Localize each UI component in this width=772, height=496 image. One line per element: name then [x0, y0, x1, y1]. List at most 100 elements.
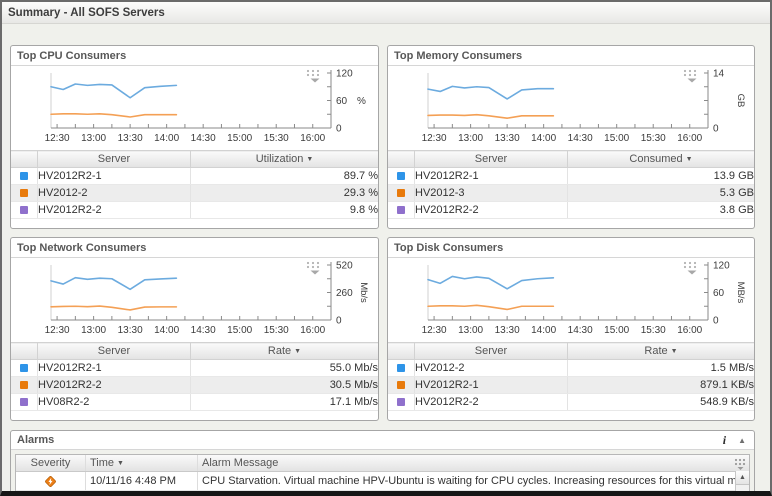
table-row[interactable]: HV08R2-2 17.1 Mb/s: [11, 393, 378, 411]
table-row[interactable]: HV2012R2-2 9.8 %: [11, 201, 378, 219]
dashboard-content: Top CPU Consumers 12:30 13:00 13:30 14:00 14…: [2, 24, 770, 496]
column-header-server[interactable]: Server: [414, 150, 568, 168]
alarm-row[interactable]: 10/11/16 4:48 PM CPU Starvation. Virtual …: [16, 472, 749, 491]
page-title: Summary - All SOFS Servers: [8, 6, 165, 19]
consumer-table: Server Consumed ▼ HV2012R2-1 13.9 GB HV2012…: [388, 150, 754, 219]
metric-value: 5.3 GB: [567, 184, 754, 202]
consumer-table-header: Server Consumed ▼: [388, 150, 754, 168]
consumer-panel: Top Network Consumers 12:30 13:00 13:30 14:…: [10, 237, 379, 421]
svg-text:13:30: 13:30: [495, 325, 520, 336]
series-swatch-icon: [397, 206, 405, 215]
warning-diamond-icon: [45, 475, 56, 487]
svg-text:14:30: 14:30: [568, 133, 593, 144]
consumer-table: Server Utilization ▼ HV2012R2-1 89.7 % HV20…: [11, 150, 378, 219]
table-row[interactable]: HV2012R2-2 3.8 GB: [388, 201, 754, 219]
alarms-table: Severity Time ▼ Alarm Message 10/11/16 4…: [15, 454, 750, 496]
series-swatch-icon: [20, 364, 28, 373]
table-row[interactable]: HV2012R2-1 89.7 %: [11, 167, 378, 185]
server-name[interactable]: HV2012R2-2: [37, 376, 191, 394]
column-header-value[interactable]: Rate ▼: [190, 342, 378, 360]
consumer-table: Server Rate ▼ HV2012-2 1.5 MB/s HV2012R2-1 8…: [388, 342, 754, 411]
server-name[interactable]: HV2012R2-1: [414, 376, 568, 394]
column-header-alarm-message[interactable]: Alarm Message: [202, 457, 279, 469]
metric-line-chart[interactable]: 12:30 13:00 13:30 14:00 14:30 15:00 15:30 16:00…: [11, 260, 374, 340]
alarm-message[interactable]: Network IO deviation from baseline. Virt…: [198, 491, 749, 496]
svg-text:Mb/s: Mb/s: [358, 282, 369, 303]
svg-text:0: 0: [336, 316, 342, 327]
svg-text:0: 0: [336, 124, 342, 135]
column-header-time[interactable]: Time ▼: [86, 455, 198, 471]
server-name[interactable]: HV2012-3: [414, 184, 568, 202]
svg-text:14:30: 14:30: [191, 133, 216, 144]
server-name[interactable]: HV2012R2-2: [37, 201, 191, 219]
column-header-value[interactable]: Utilization ▼: [190, 150, 378, 168]
svg-text:16:00: 16:00: [677, 325, 702, 336]
svg-text:13:00: 13:00: [458, 325, 483, 336]
metric-line-chart[interactable]: 12:30 13:00 13:30 14:00 14:30 15:00 15:30 16:00…: [11, 68, 374, 148]
column-header-value[interactable]: Consumed ▼: [567, 150, 754, 168]
column-header-server[interactable]: Server: [37, 150, 191, 168]
column-header-severity[interactable]: Severity: [16, 455, 86, 471]
alarms-body: Severity Time ▼ Alarm Message 10/11/16 4…: [11, 450, 754, 496]
server-name[interactable]: HV2012R2-1: [37, 167, 191, 185]
server-name[interactable]: HV2012R2-1: [414, 167, 568, 185]
scroll-up-icon[interactable]: ▲: [736, 471, 749, 485]
alarms-panel: Alarms i ▲ Severity Time ▼ Alarm Message…: [10, 430, 755, 496]
column-header-value[interactable]: Rate ▼: [567, 342, 754, 360]
panel-title: Top Network Consumers: [17, 241, 147, 254]
consumer-panels-grid: Top CPU Consumers 12:30 13:00 13:30 14:00 14…: [10, 45, 770, 421]
server-name[interactable]: HV2012R2-1: [37, 359, 191, 377]
alarms-scrollbar[interactable]: ▲: [735, 471, 749, 491]
svg-text:12:30: 12:30: [45, 325, 70, 336]
svg-text:120: 120: [336, 69, 353, 80]
metric-value: 13.9 GB: [567, 167, 754, 185]
table-row[interactable]: HV2012R2-2 30.5 Mb/s: [11, 376, 378, 394]
series-swatch-icon: [397, 364, 405, 373]
server-name[interactable]: HV08R2-2: [37, 393, 191, 411]
metric-value: 879.1 KB/s: [567, 376, 754, 394]
table-row[interactable]: HV2012-2 29.3 %: [11, 184, 378, 202]
table-row[interactable]: HV2012R2-1 55.0 Mb/s: [11, 359, 378, 377]
table-row[interactable]: HV2012R2-1 13.9 GB: [388, 167, 754, 185]
table-row[interactable]: HV2012-3 5.3 GB: [388, 184, 754, 202]
column-header-swatch: [388, 342, 415, 360]
metric-line-chart[interactable]: 12:30 13:00 13:30 14:00 14:30 15:00 15:30 16:00…: [388, 260, 751, 340]
svg-text:13:30: 13:30: [495, 133, 520, 144]
alarms-rows: 10/11/16 4:48 PM CPU Starvation. Virtual …: [16, 472, 749, 496]
column-header-server[interactable]: Server: [414, 342, 568, 360]
svg-text:0: 0: [713, 316, 719, 327]
server-name[interactable]: HV2012-2: [37, 184, 191, 202]
server-name[interactable]: HV2012R2-2: [414, 201, 568, 219]
consumer-table-header: Server Rate ▼: [388, 342, 754, 360]
sort-desc-icon: ▼: [670, 348, 678, 355]
svg-text:15:30: 15:30: [641, 133, 666, 144]
sort-desc-icon: ▼: [294, 348, 302, 355]
svg-text:14: 14: [713, 69, 725, 80]
svg-text:13:30: 13:30: [118, 133, 143, 144]
consumer-table-header: Server Rate ▼: [11, 342, 378, 360]
table-row[interactable]: HV2012R2-2 548.9 KB/s: [388, 393, 754, 411]
info-icon[interactable]: i: [722, 432, 727, 447]
metric-line-chart[interactable]: 12:30 13:00 13:30 14:00 14:30 15:00 15:30 16:00…: [388, 68, 751, 148]
column-header-server[interactable]: Server: [37, 342, 191, 360]
panel-title: Top Memory Consumers: [394, 49, 523, 62]
server-name[interactable]: HV2012-2: [414, 359, 568, 377]
severity-cell: [16, 491, 86, 496]
metric-value: 548.9 KB/s: [567, 393, 754, 411]
svg-text:14:00: 14:00: [154, 325, 179, 336]
svg-text:13:00: 13:00: [458, 133, 483, 144]
chart-options-icon: [310, 270, 320, 275]
alarm-row[interactable]: 10/10/16 8:08 PMNetwork IO deviation fro…: [16, 491, 749, 496]
server-name[interactable]: HV2012R2-2: [414, 393, 568, 411]
collapse-icon[interactable]: ▲: [738, 435, 746, 445]
alarm-message[interactable]: CPU Starvation. Virtual machine HPV-Ubun…: [202, 475, 749, 487]
severity-cell: [16, 472, 86, 490]
svg-text:15:00: 15:00: [227, 133, 252, 144]
svg-text:16:00: 16:00: [300, 133, 325, 144]
column-header-swatch: [11, 150, 38, 168]
table-row[interactable]: HV2012R2-1 879.1 KB/s: [388, 376, 754, 394]
table-row[interactable]: HV2012-2 1.5 MB/s: [388, 359, 754, 377]
svg-text:120: 120: [713, 261, 730, 272]
table-customizer-icon[interactable]: [733, 457, 747, 470]
svg-text:12:30: 12:30: [422, 325, 447, 336]
